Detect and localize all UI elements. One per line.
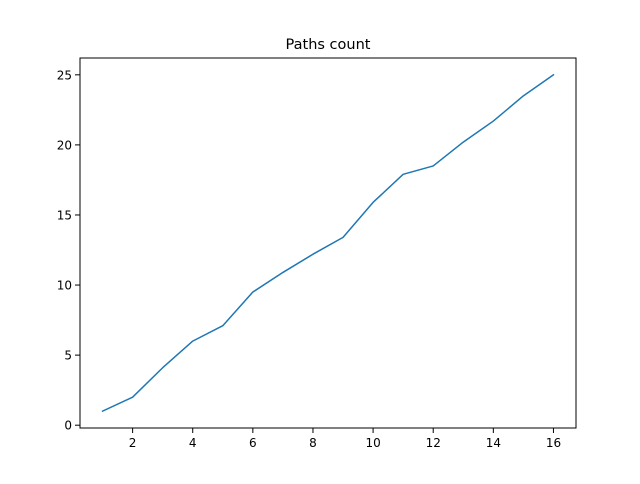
y-tick-label: 0 — [64, 419, 72, 433]
x-tick-label: 6 — [249, 436, 257, 450]
x-tick-label: 4 — [189, 436, 197, 450]
y-tick-label: 20 — [57, 138, 72, 152]
series-line — [101, 73, 555, 413]
x-tick-label: 10 — [365, 436, 380, 450]
x-tick-label: 12 — [426, 436, 441, 450]
x-tick-label: 16 — [546, 436, 561, 450]
y-tick-label: 10 — [57, 279, 72, 293]
series-layer — [101, 73, 555, 413]
plot-frame — [79, 57, 577, 429]
x-tick-label: 8 — [309, 436, 317, 450]
chart-title: Paths count — [286, 37, 371, 53]
x-tick-label: 2 — [129, 436, 137, 450]
x-tick-label: 14 — [486, 436, 501, 450]
y-tick-label: 15 — [57, 208, 72, 222]
y-tick-label: 25 — [57, 68, 72, 82]
axis-ticks: 2 4 6 8 10 12 14 16 0 5 10 15 20 25 — [57, 68, 561, 450]
y-tick-label: 5 — [64, 349, 72, 363]
